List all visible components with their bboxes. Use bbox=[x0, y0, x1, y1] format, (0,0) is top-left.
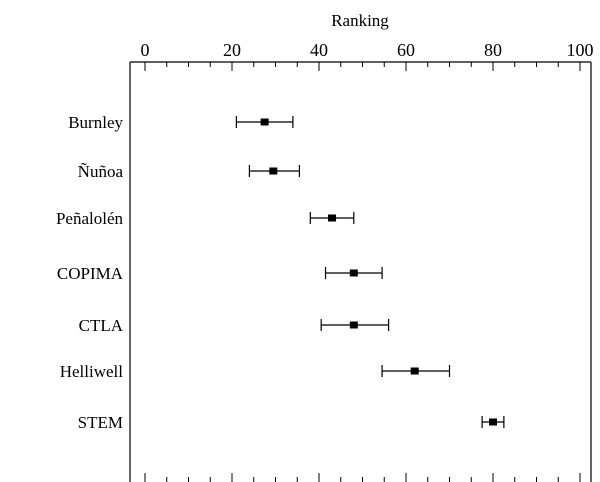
x-tick-labels: 0 20 40 60 80 100 bbox=[141, 40, 594, 60]
x-tick-label: 100 bbox=[567, 40, 594, 60]
data-point-marker bbox=[269, 167, 278, 175]
x-tick-label: 40 bbox=[310, 40, 328, 60]
data-point-marker bbox=[349, 269, 358, 277]
x-tick-label: 60 bbox=[397, 40, 415, 60]
category-label: COPIMA bbox=[57, 264, 124, 283]
data-point-marker bbox=[489, 418, 497, 426]
data-point-marker bbox=[328, 214, 337, 222]
x-tick-label: 80 bbox=[484, 40, 502, 60]
category-labels: Burnley Ñuñoa Peñalolén COPIMA CTLA Helliwell… bbox=[56, 113, 124, 432]
category-label: Ñuñoa bbox=[78, 162, 124, 181]
x-axis-title: Ranking bbox=[331, 11, 389, 30]
x-tick-label: 20 bbox=[223, 40, 241, 60]
top-axis-ticks bbox=[144, 62, 581, 71]
category-label: Burnley bbox=[68, 113, 123, 132]
category-label: Peñalolén bbox=[56, 209, 124, 228]
x-tick-label: 0 bbox=[141, 40, 150, 60]
data-marks bbox=[235, 116, 505, 428]
category-label: CTLA bbox=[79, 316, 124, 335]
data-point-marker bbox=[349, 321, 358, 329]
bottom-axis-ticks bbox=[144, 473, 581, 482]
category-label: Helliwell bbox=[60, 362, 124, 381]
data-point-marker bbox=[410, 367, 419, 375]
category-label: STEM bbox=[78, 413, 123, 432]
data-point-marker bbox=[260, 118, 269, 126]
